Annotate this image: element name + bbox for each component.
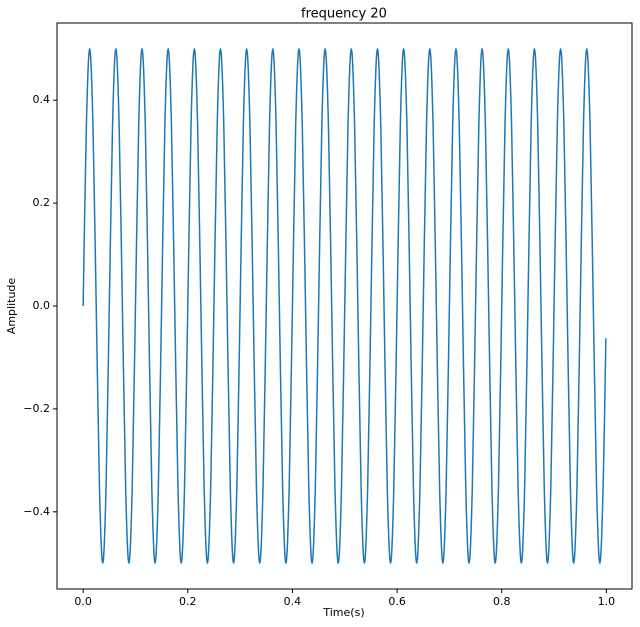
chart-title: frequency 20 [301,7,387,22]
x-tick-label: 0.2 [179,595,197,608]
y-tick-label: 0.2 [33,196,51,209]
line-series [82,47,607,565]
x-tick-label: 0.4 [284,595,302,608]
x-tick-label: 0.0 [74,595,92,608]
x-tick-label: 0.6 [388,595,406,608]
x-tick-label: 0.8 [493,595,511,608]
y-tick-label: 0.4 [33,93,51,106]
x-axis-label: Time(s) [322,606,364,619]
y-tick-label: −0.4 [23,505,50,518]
y-axis-label: Amplitude [5,278,18,335]
x-tick-label: 1.0 [598,595,616,608]
y-tick-label: 0.0 [33,299,51,312]
y-tick-label: −0.2 [23,402,50,415]
